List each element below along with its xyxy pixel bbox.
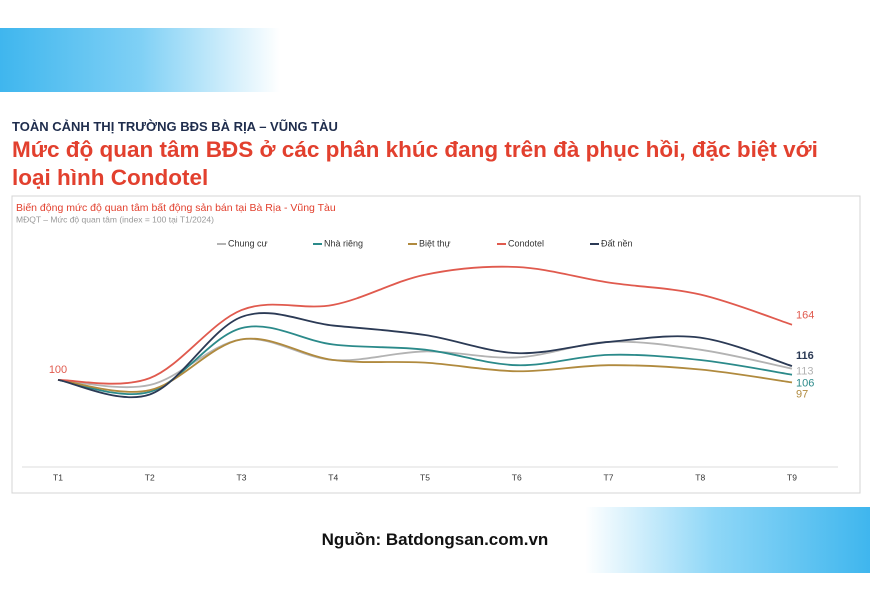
chart-subtitle: MĐQT – Mức độ quan tâm (index = 100 tại … [16,214,214,224]
decor-band [585,507,870,573]
x-tick-label: T6 [512,472,522,482]
headline: Mức độ quan tâm BĐS ở các phân khúc đang… [12,137,818,190]
x-tick-label: T3 [237,472,247,482]
x-tick-label: T1 [53,472,63,482]
data-label: 100 [49,364,67,376]
data-label: 97 [796,388,808,400]
series-line [57,337,793,389]
x-tick-label: T9 [787,472,797,482]
legend-label: Chung cư [228,238,268,248]
series-line [57,312,793,399]
chart-frame [11,195,861,494]
legend-label: Nhà riêng [324,238,363,248]
data-label: 106 [796,378,814,390]
x-tick-label: T4 [328,472,338,482]
legend-label: Biệt thự [419,238,451,248]
source: Nguồn: Batdongsan.com.vn [321,530,549,549]
data-label: 164 [796,310,814,322]
series-line [57,337,793,393]
chart-title: Biến động mức độ quan tâm bất động sản b… [16,202,336,214]
x-tick-label: T2 [145,472,155,482]
legend-label: Đất nền [601,238,633,248]
data-label: 113 [796,366,814,378]
legend-label: Condotel [508,238,544,248]
series-line [57,265,793,385]
data-label: 116 [796,350,814,362]
x-tick-label: T5 [420,472,430,482]
decor-band [0,28,280,92]
x-tick-label: T8 [695,472,705,482]
kicker: TOÀN CẢNH THỊ TRƯỜNG BĐS BÀ RỊA – VŨNG T… [12,119,338,134]
x-tick-label: T7 [604,472,614,482]
